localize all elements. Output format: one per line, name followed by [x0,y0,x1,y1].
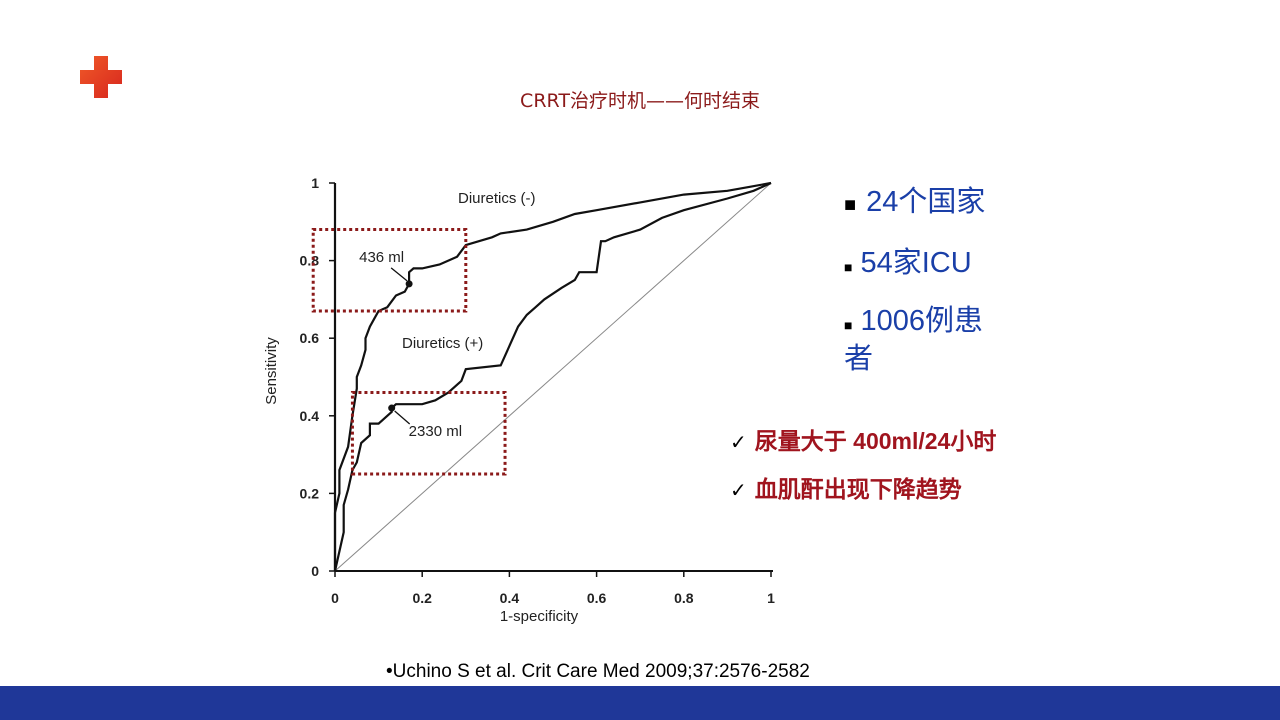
bullet-icus: ■ 54家ICU [844,245,972,285]
x-tick-label: 1 [767,590,775,606]
cutoff-point-2330 [388,404,396,412]
bullet-square-icon: ■ [844,317,853,333]
bullet-text: 者 [844,343,874,375]
x-tick-label: 0 [331,590,339,606]
x-tick-label: 0.6 [587,590,607,606]
series-diuretics-pos-line [333,181,772,572]
annotation-label-436: 436 ml [359,249,404,266]
x-tick-label: 0.2 [412,590,432,606]
x-tick-label: 0.4 [500,590,520,606]
y-axis-label: Sensitivity [263,337,280,405]
check-creatinine: ✓ 血肌酐出现下降趋势 [730,470,962,504]
medical-cross-logo [80,56,122,98]
x-tick-label: 0.8 [674,590,694,606]
check-urine-output: ✓ 尿量大于 400ml/24小时 [730,422,996,456]
y-tick-label: 1 [311,175,319,191]
slide-title: CRRT治疗时机——何时结束 [520,90,760,112]
reference-line [334,182,772,572]
annotation-arrow-436 [390,267,408,282]
highlight-box-436 [311,228,468,313]
bullet-patients: ■ 1006例患 [844,303,983,343]
series-diuretics-neg-line [333,181,772,571]
highlight-box-2330 [350,391,507,476]
y-tick-label: 0.6 [300,330,320,346]
citation: •Uchino S et al. Crit Care Med 2009;37:2… [386,661,810,682]
annotation-label-2330: 2330 ml [409,423,462,440]
bullet-countries: ■ 24个国家 [844,184,985,223]
bullet-text: 1006例患 [860,305,983,337]
bullet-text: 24个国家 [866,186,986,218]
bullet-text: 54家ICU [860,247,972,279]
bullet-square-icon: ■ [844,194,857,216]
bullet-square-icon: ■ [844,259,853,275]
check-mark-icon: ✓ [730,432,747,454]
y-tick-label: 0 [311,563,319,579]
legend-label-diuretics-pos: Diuretics (+) [402,335,483,352]
axis-ticks: 0 0.2 0.4 0.6 0.8 1 0 0.2 0.4 0.6 0.8 1 [300,175,776,606]
annotation-arrow-2330 [394,410,411,425]
y-tick-label: 0.2 [300,485,320,501]
bullet-patients-continued: 者 [844,341,873,377]
x-axis-label: 1-specificity [500,608,579,625]
check-text: 尿量大于 400ml/24小时 [754,428,997,454]
footer-bar [0,686,1280,720]
y-tick-label: 0.8 [300,253,320,269]
cutoff-point-436 [405,280,413,288]
legend-label-diuretics-neg: Diuretics (-) [458,190,536,207]
y-tick-label: 0.4 [300,408,320,424]
check-mark-icon: ✓ [730,480,747,502]
check-text: 血肌酐出现下降趋势 [754,476,962,502]
